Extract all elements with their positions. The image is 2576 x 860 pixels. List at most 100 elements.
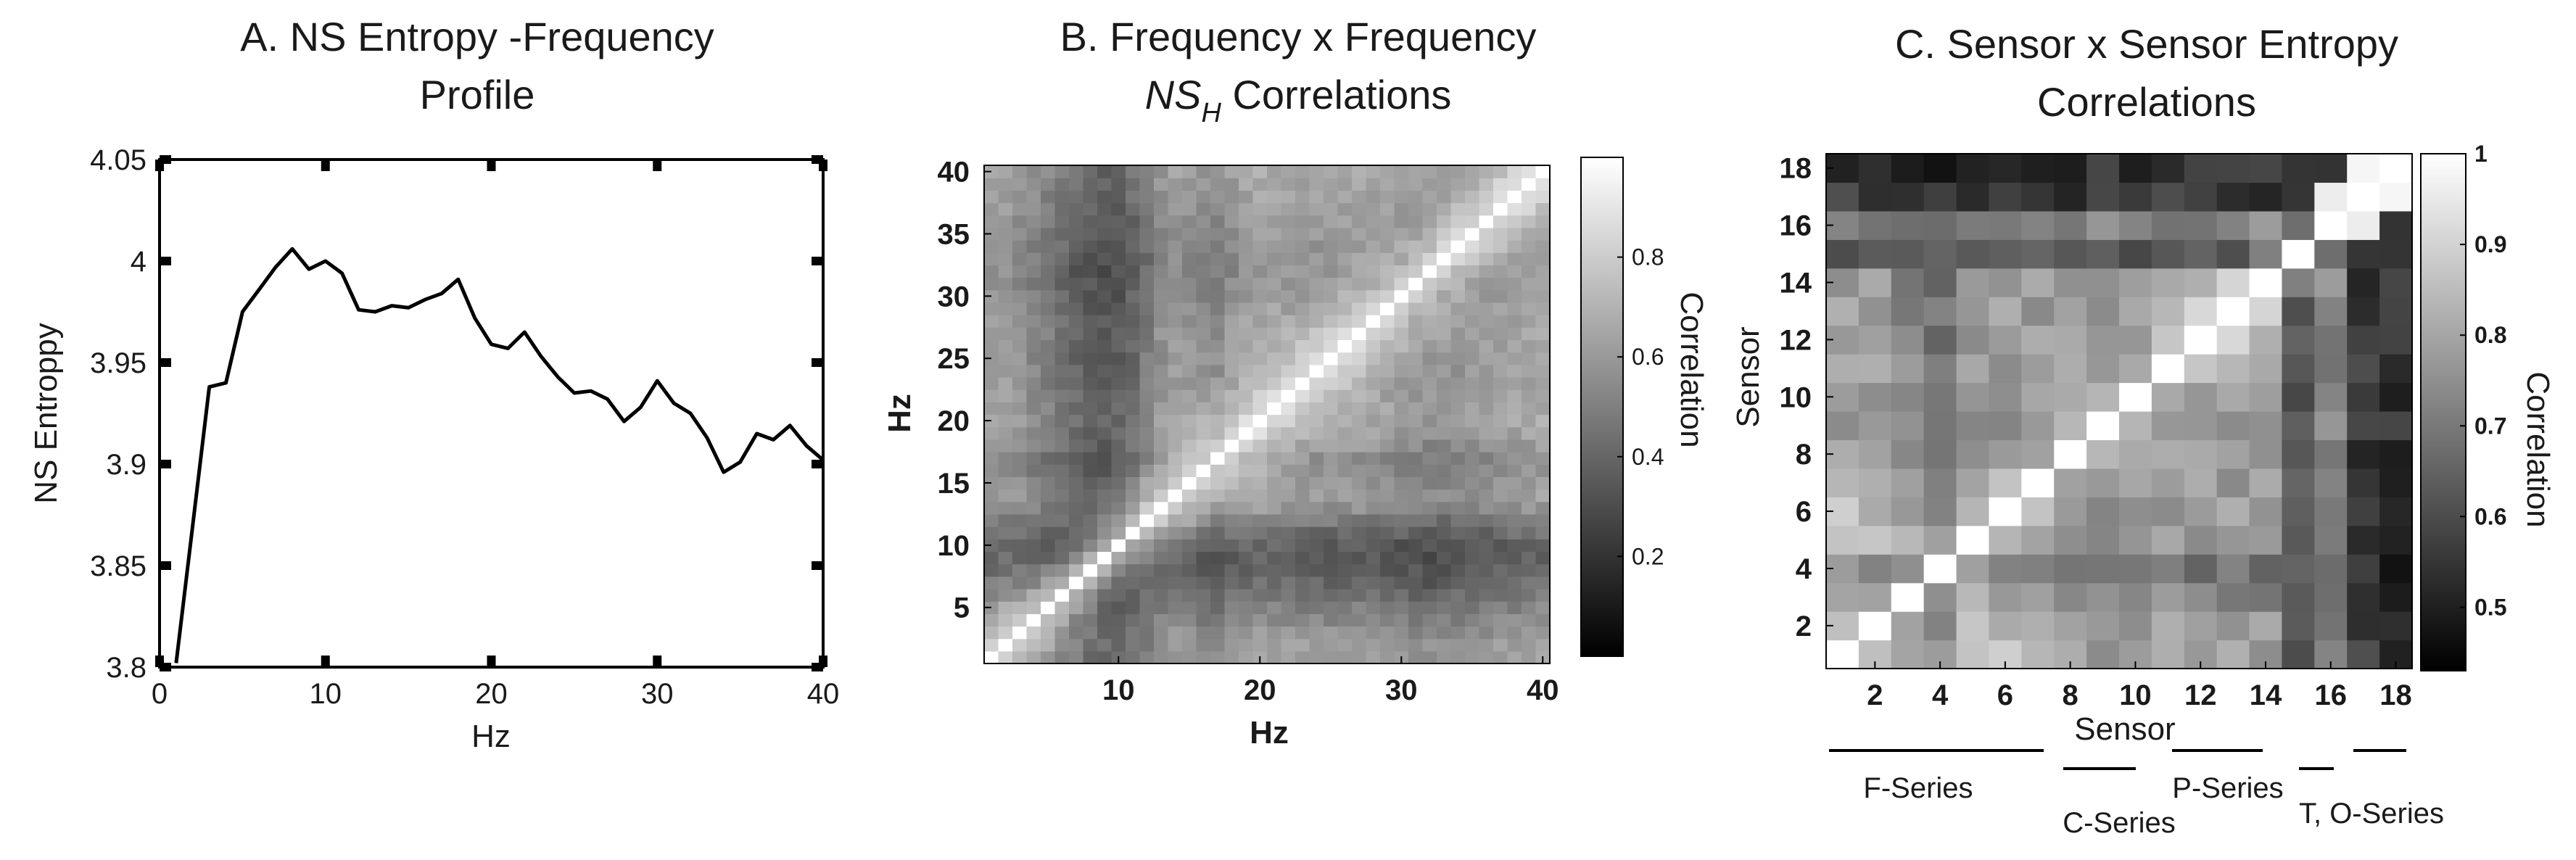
heatmap-b-cell (1408, 613, 1424, 627)
heatmap-c-cell (2086, 210, 2120, 240)
heatmap-b-cell (1479, 539, 1494, 553)
heatmap-b-cell (1026, 178, 1041, 191)
heatmap-b-cell (1422, 464, 1437, 477)
heatmap-b-cell (1182, 252, 1197, 266)
heatmap-b-cell (1139, 289, 1155, 303)
panel-c-y-tick-label: 8 (1796, 439, 1812, 471)
heatmap-b-cell (1408, 178, 1424, 191)
panel-c-x-tick-label: 8 (2063, 679, 2078, 711)
heatmap-b-cell (1408, 389, 1424, 402)
heatmap-b-cell (1154, 563, 1169, 577)
heatmap-b-cell (1267, 327, 1282, 341)
heatmap-c-cell (1858, 239, 1892, 269)
heatmap-b-cell (1083, 588, 1098, 602)
heatmap-b-cell (1252, 464, 1268, 477)
heatmap-b-cell (1324, 464, 1339, 477)
heatmap-b-cell (1041, 190, 1056, 204)
heatmap-c-cell (2314, 239, 2348, 269)
heatmap-b-cell (1394, 339, 1409, 353)
heatmap-b-cell (1012, 327, 1028, 341)
heatmap-b-cell (1366, 327, 1381, 341)
heatmap-b-cell (1394, 265, 1409, 278)
heatmap-b-cell (1309, 178, 1324, 191)
heatmap-b-cell (1252, 613, 1268, 627)
heatmap-b-cell (1380, 626, 1395, 640)
heatmap-b-cell (1437, 178, 1452, 191)
heatmap-b-cell (1210, 327, 1226, 341)
heatmap-b-cell (1437, 227, 1452, 241)
heatmap-b-cell (1507, 526, 1522, 539)
heatmap-c-cell (1891, 210, 1925, 240)
heatmap-b-cell (1295, 526, 1310, 539)
panel-b-colorbar-tick-label: 0.8 (1632, 244, 1664, 270)
heatmap-b-cell (1352, 526, 1367, 539)
heatmap-c-cell (1891, 439, 1925, 469)
heatmap-b-cell (1252, 563, 1268, 577)
heatmap-b-cell (1154, 588, 1169, 602)
heatmap-b-cell (1366, 352, 1381, 365)
heatmap-b-cell (1281, 352, 1296, 365)
heatmap-b-cell (1422, 551, 1437, 565)
heatmap-b-cell (1380, 289, 1395, 303)
heatmap-b-cell (1069, 277, 1084, 291)
heatmap-b-cell (1083, 277, 1098, 291)
heatmap-b-cell (1295, 513, 1310, 527)
heatmap-b-cell (1281, 501, 1296, 515)
panel-c-x-tick-label: 14 (2250, 679, 2282, 711)
heatmap-b-cell (1252, 352, 1268, 365)
heatmap-b-cell (1366, 551, 1381, 565)
heatmap-b-cell (1239, 476, 1254, 490)
heatmap-b-cell (1522, 289, 1537, 303)
heatmap-b-cell (1465, 315, 1480, 328)
heatmap-b-cell (1154, 202, 1169, 216)
heatmap-b-cell (1026, 501, 1041, 515)
heatmap-b-cell (1083, 190, 1098, 204)
heatmap-b-cell (1295, 252, 1310, 266)
heatmap-c-cell (2054, 468, 2087, 497)
heatmap-b-cell (1210, 526, 1226, 539)
heatmap-c-cell (2249, 411, 2283, 441)
heatmap-b-cell (1224, 613, 1239, 627)
panel-a-x-tick-label: 30 (641, 678, 674, 710)
heatmap-b-cell (1267, 526, 1282, 539)
heatmap-b-cell (1182, 389, 1197, 402)
heatmap-b-cell (1012, 389, 1028, 402)
heatmap-b-cell (1126, 464, 1141, 477)
heatmap-b-cell (1224, 240, 1239, 253)
heatmap-c-cell (2314, 268, 2348, 297)
panel-c-title-line1: C. Sensor x Sensor Entropy (1895, 21, 2398, 67)
heatmap-b-cell (1239, 563, 1254, 577)
heatmap-b-cell (1352, 439, 1367, 452)
heatmap-c-cell (2054, 154, 2087, 183)
heatmap-b-cell (1168, 302, 1183, 315)
group-label-t-o-series: T, O-Series (2299, 798, 2444, 830)
heatmap-b-cell (1479, 464, 1494, 477)
heatmap-b-cell (1493, 439, 1508, 452)
heatmap-b-cell (1522, 227, 1537, 241)
heatmap-b-cell (1422, 327, 1437, 341)
heatmap-b-cell (1324, 389, 1339, 402)
heatmap-b-cell (1239, 464, 1254, 477)
heatmap-c-cell (2086, 325, 2120, 355)
heatmap-c-cell (2054, 297, 2087, 326)
heatmap-b-cell (984, 190, 999, 204)
heatmap-b-cell (1380, 501, 1395, 515)
heatmap-b-cell (1041, 327, 1056, 341)
heatmap-b-cell (1026, 289, 1041, 303)
heatmap-b-cell (1252, 265, 1268, 278)
heatmap-b-cell (1041, 526, 1056, 539)
heatmap-b-cell (1535, 252, 1551, 266)
heatmap-b-cell (1182, 526, 1197, 539)
heatmap-b-cell (1295, 364, 1310, 378)
heatmap-b-cell (1083, 289, 1098, 303)
heatmap-b-cell (1352, 265, 1367, 278)
heatmap-b-cell (984, 215, 999, 228)
heatmap-b-cell (1026, 277, 1041, 291)
heatmap-b-cell (1210, 452, 1226, 465)
heatmap-b-cell (1097, 339, 1112, 353)
heatmap-b-cell (1267, 389, 1282, 402)
heatmap-b-cell (1507, 576, 1522, 590)
heatmap-b-cell (1041, 452, 1056, 465)
heatmap-b-cell (1054, 240, 1070, 253)
